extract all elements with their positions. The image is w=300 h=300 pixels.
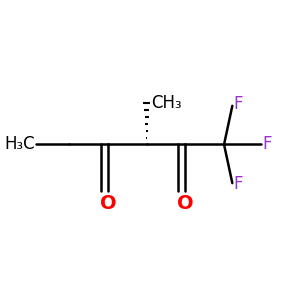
Text: O: O: [177, 194, 194, 213]
Text: F: F: [263, 136, 272, 154]
Text: O: O: [100, 194, 116, 213]
Text: F: F: [234, 95, 243, 113]
Text: H₃C: H₃C: [4, 136, 35, 154]
Text: CH₃: CH₃: [151, 94, 182, 112]
Text: F: F: [234, 175, 243, 193]
